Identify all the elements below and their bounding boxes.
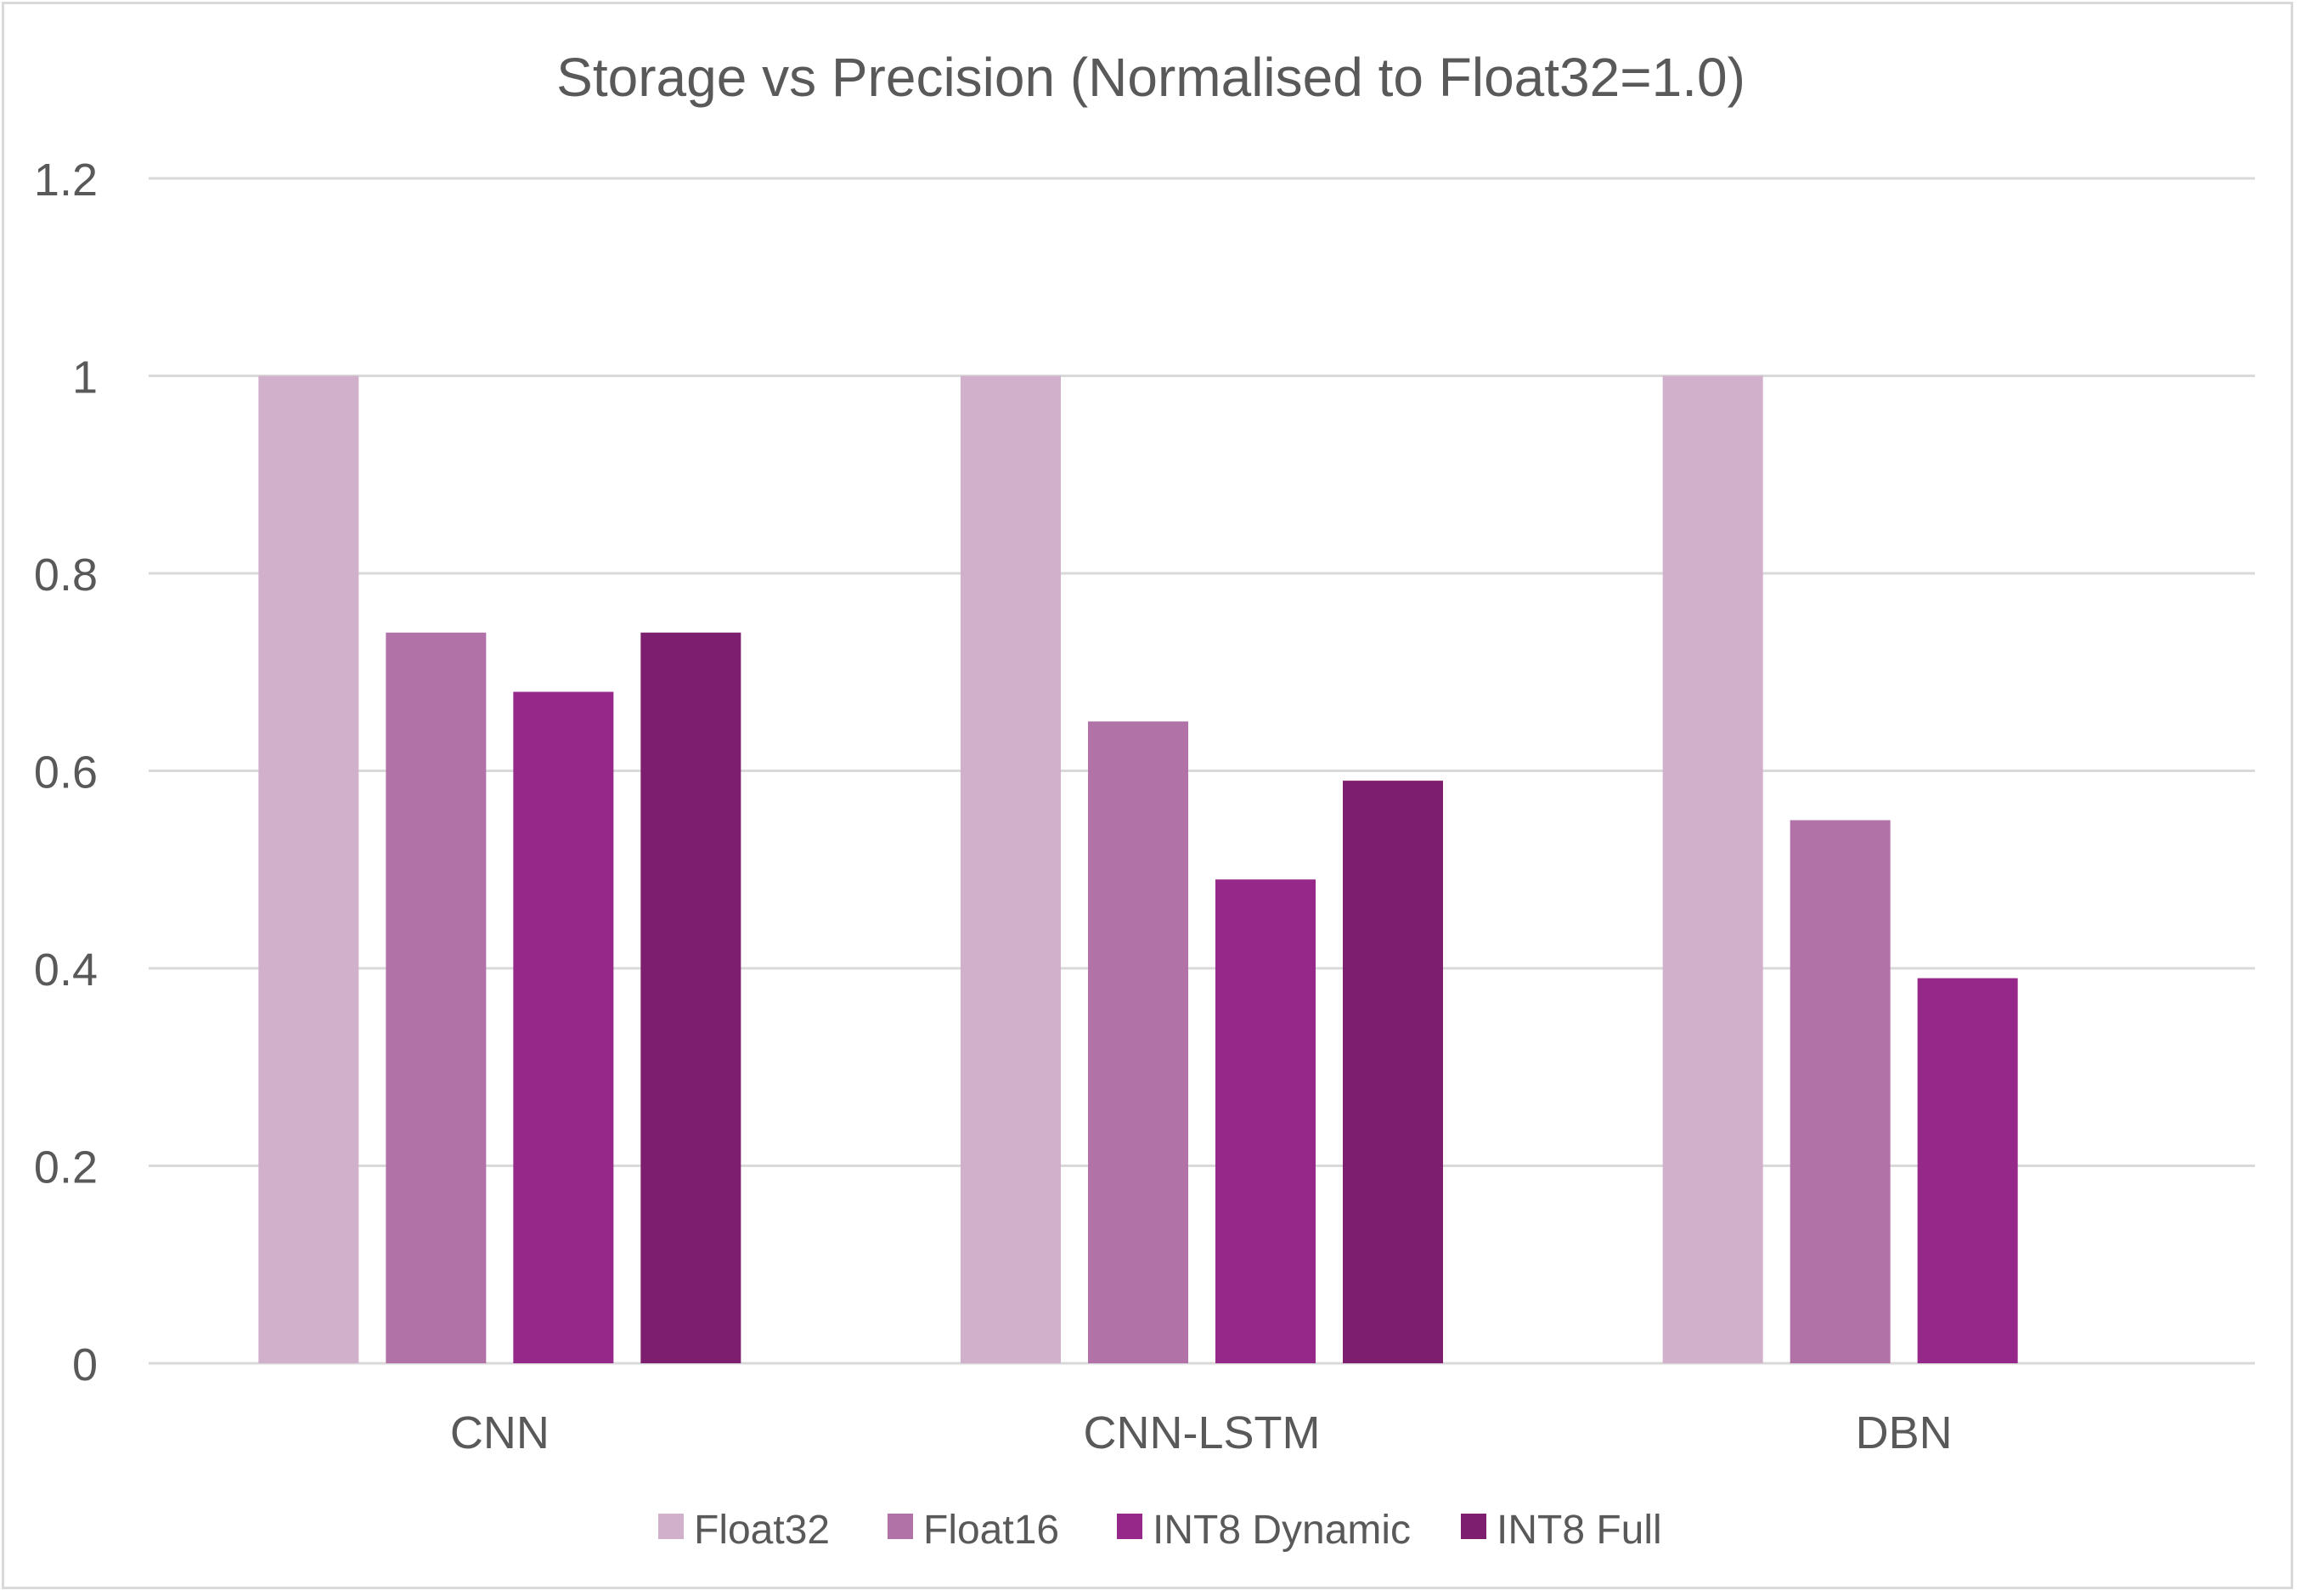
legend-swatch	[1117, 1514, 1142, 1539]
legend-swatch	[658, 1514, 684, 1539]
x-tick-label: DBN	[1856, 1407, 1953, 1458]
chart-title: Storage vs Precision (Normalised to Floa…	[556, 47, 1745, 108]
y-tick-label: 0	[72, 1339, 98, 1390]
bar-int8-full-cnn-lstm	[1343, 781, 1443, 1363]
bar-float32-cnn-lstm	[961, 375, 1061, 1363]
legend-label: INT8 Full	[1497, 1508, 1662, 1553]
bar-float16-cnn	[386, 632, 487, 1363]
bar-int8-dynamic-cnn-lstm	[1215, 879, 1316, 1363]
bar-chart: Storage vs Precision (Normalised to Floa…	[34, 47, 2255, 1553]
bar-int8-dynamic-dbn	[1917, 978, 2018, 1363]
legend-label: Float16	[923, 1508, 1059, 1553]
gridlines	[149, 177, 2255, 1365]
bar-float32-cnn	[258, 375, 359, 1363]
legend: Float32 Float16 INT8 Dynamic INT8 Full	[658, 1508, 1662, 1553]
y-tick-label: 0.6	[34, 747, 98, 798]
bars	[258, 375, 2018, 1363]
x-axis-tick-labels: CNN CNN-LSTM DBN	[450, 1407, 1953, 1458]
legend-swatch	[1461, 1514, 1486, 1539]
bar-int8-dynamic-cnn	[513, 691, 614, 1363]
x-tick-label: CNN	[450, 1407, 550, 1458]
y-tick-label: 0.4	[34, 945, 98, 995]
y-tick-label: 1.2	[34, 155, 98, 206]
bar-float16-cnn-lstm	[1088, 721, 1188, 1363]
y-axis-tick-labels: 0 0.2 0.4 0.6 0.8 1 1.2	[34, 155, 98, 1390]
y-tick-label: 1	[72, 352, 98, 403]
legend-swatch	[888, 1514, 913, 1539]
x-tick-label: CNN-LSTM	[1084, 1407, 1321, 1458]
y-tick-label: 0.2	[34, 1142, 98, 1193]
legend-label: INT8 Dynamic	[1153, 1508, 1411, 1553]
bar-int8-full-cnn	[640, 632, 741, 1363]
bar-float32-dbn	[1662, 375, 1763, 1363]
legend-label: Float32	[694, 1508, 830, 1553]
y-tick-label: 0.8	[34, 550, 98, 601]
bar-float16-dbn	[1790, 820, 1891, 1363]
